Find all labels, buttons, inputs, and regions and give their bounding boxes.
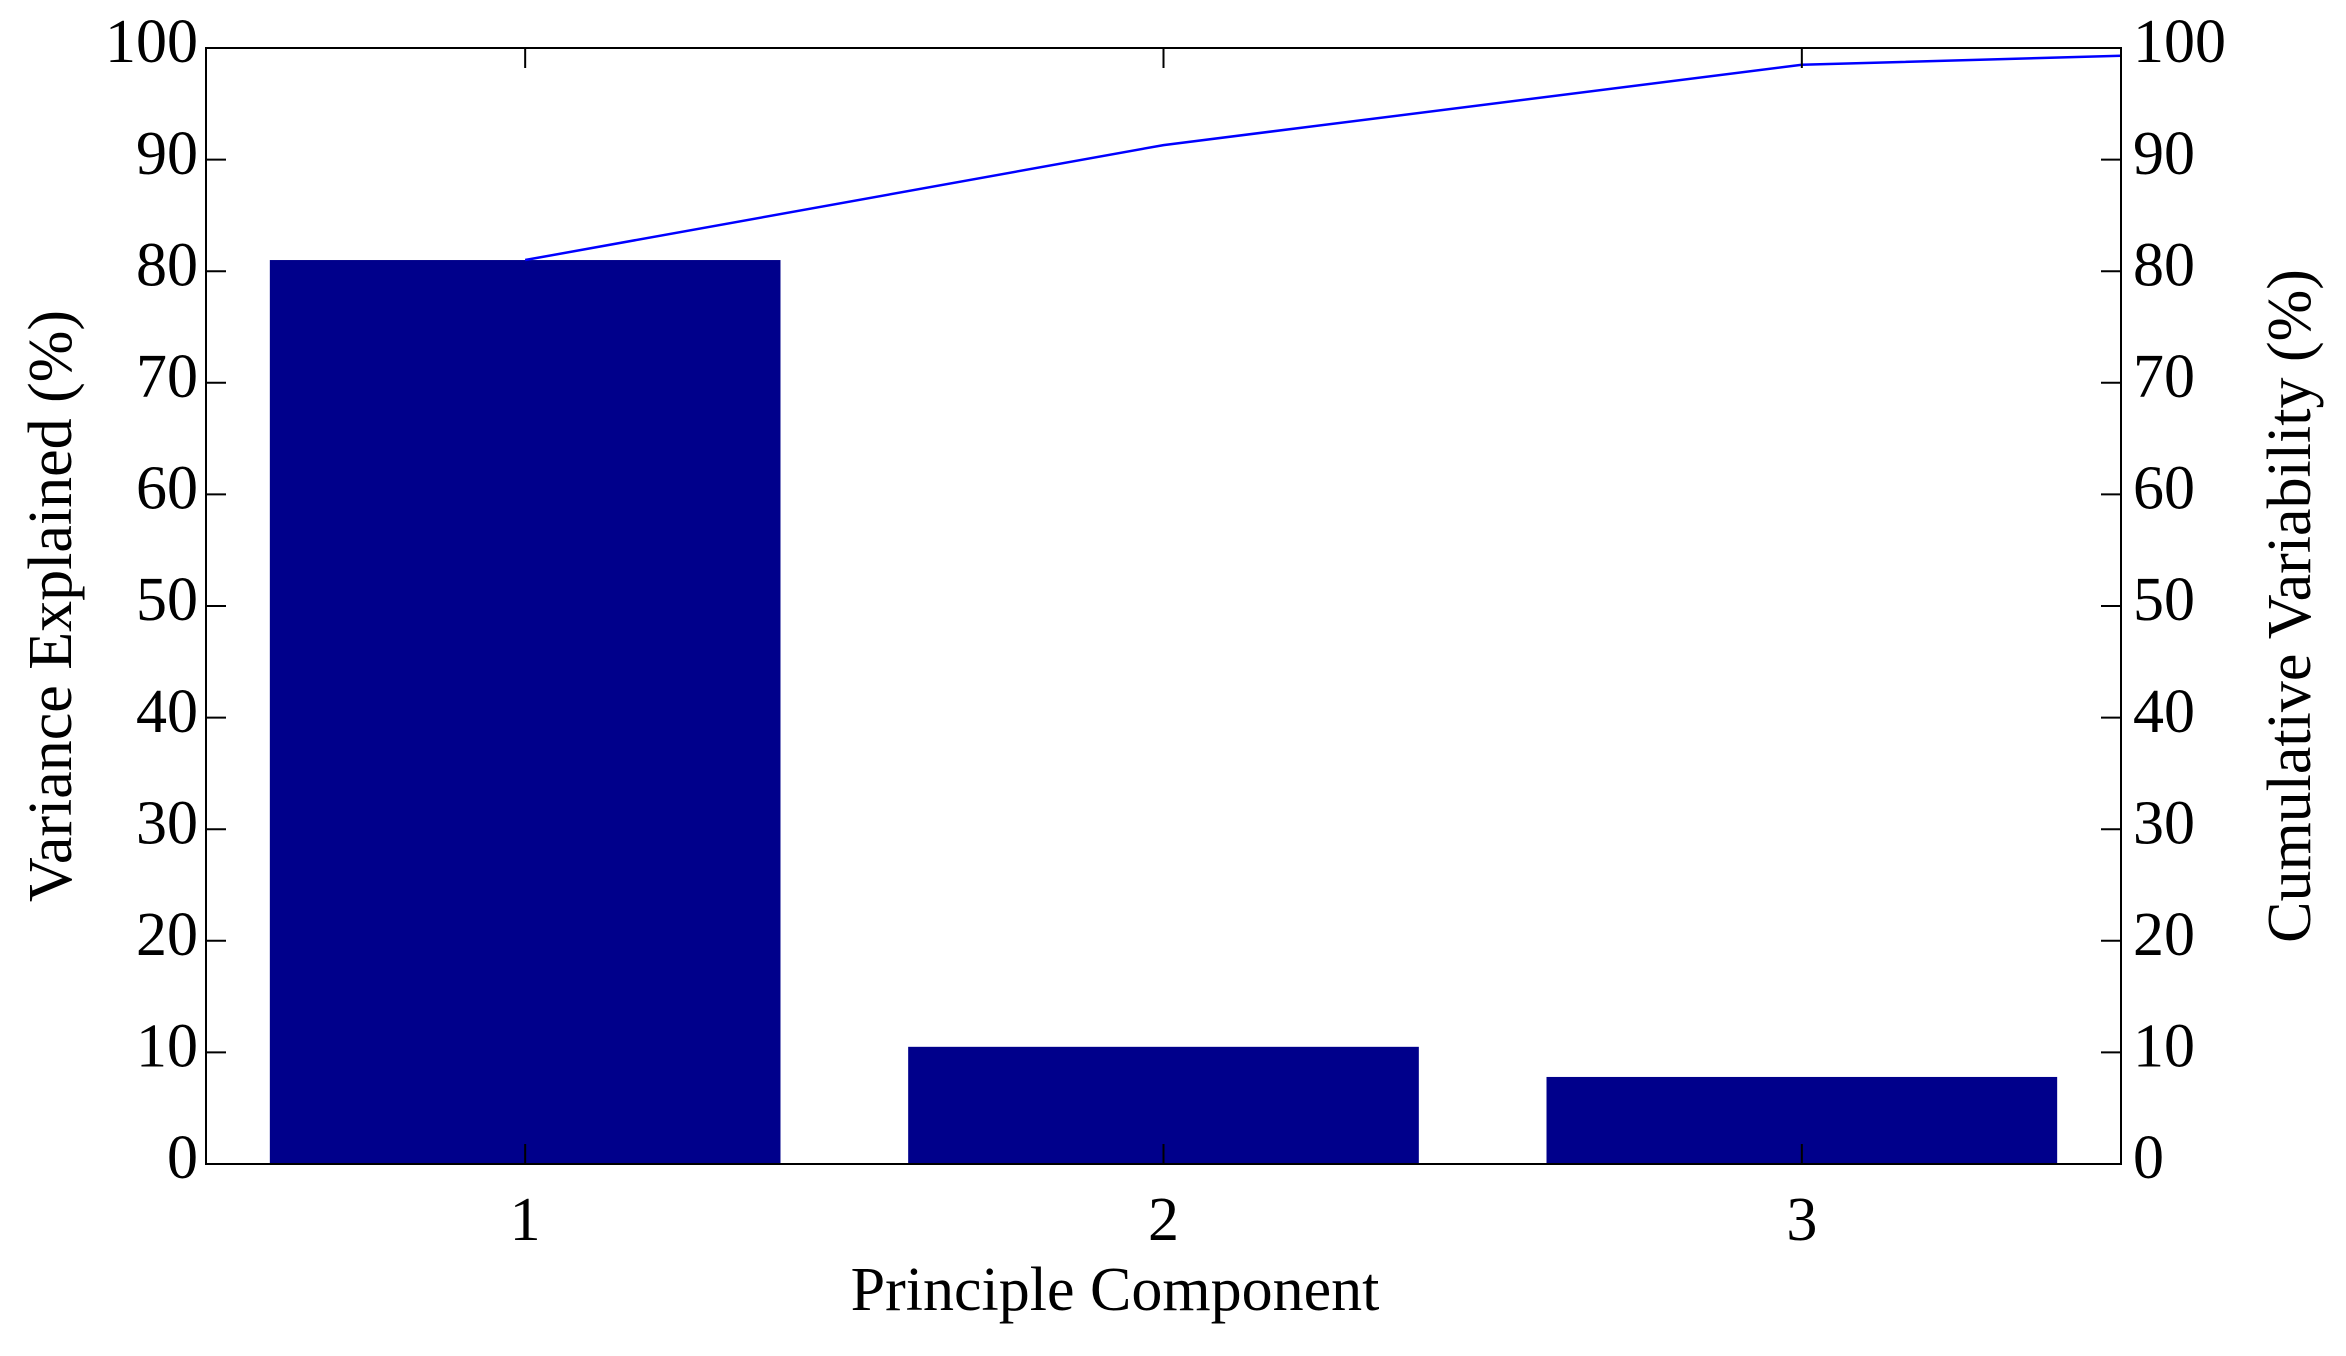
y-tick-label: 10 (136, 1013, 198, 1081)
y2-tick-label: 90 (2133, 120, 2195, 188)
y-tick-label: 70 (136, 343, 198, 411)
y2-tick-label: 60 (2133, 455, 2195, 523)
y-tick-label: 50 (136, 566, 198, 634)
y-tick-label: 40 (136, 678, 198, 746)
y-tick-label: 60 (136, 455, 198, 523)
y2-tick-label: 70 (2133, 343, 2195, 411)
y-tick-label: 90 (136, 120, 198, 188)
y2-axis-label: Cumulative Variability (%) (2256, 269, 2324, 943)
y2-tick-label: 50 (2133, 566, 2195, 634)
x-tick-label: 3 (1786, 1186, 1817, 1254)
cumulative-line (524, 54, 2122, 262)
y2-tick-label: 80 (2133, 231, 2195, 299)
y-tick-label: 80 (136, 231, 198, 299)
y-axis-label: Variance Explained (%) (17, 310, 85, 902)
x-tick-label: 1 (510, 1186, 541, 1254)
y-tick-label: 20 (136, 901, 198, 969)
y-tick-label: 100 (105, 8, 198, 76)
x-tick-label: 2 (1148, 1186, 1179, 1254)
y2-tick-label: 20 (2133, 901, 2195, 969)
y2-tick-label: 0 (2133, 1124, 2164, 1192)
y2-tick-label: 40 (2133, 678, 2195, 746)
y-tick-label: 0 (167, 1124, 198, 1192)
y2-tick-label: 10 (2133, 1013, 2195, 1081)
bar (269, 260, 781, 1164)
y2-tick-label: 100 (2133, 8, 2226, 76)
y2-tick-label: 30 (2133, 789, 2195, 857)
x-axis-label: Principle Component (851, 1256, 1380, 1324)
y-tick-label: 30 (136, 789, 198, 857)
